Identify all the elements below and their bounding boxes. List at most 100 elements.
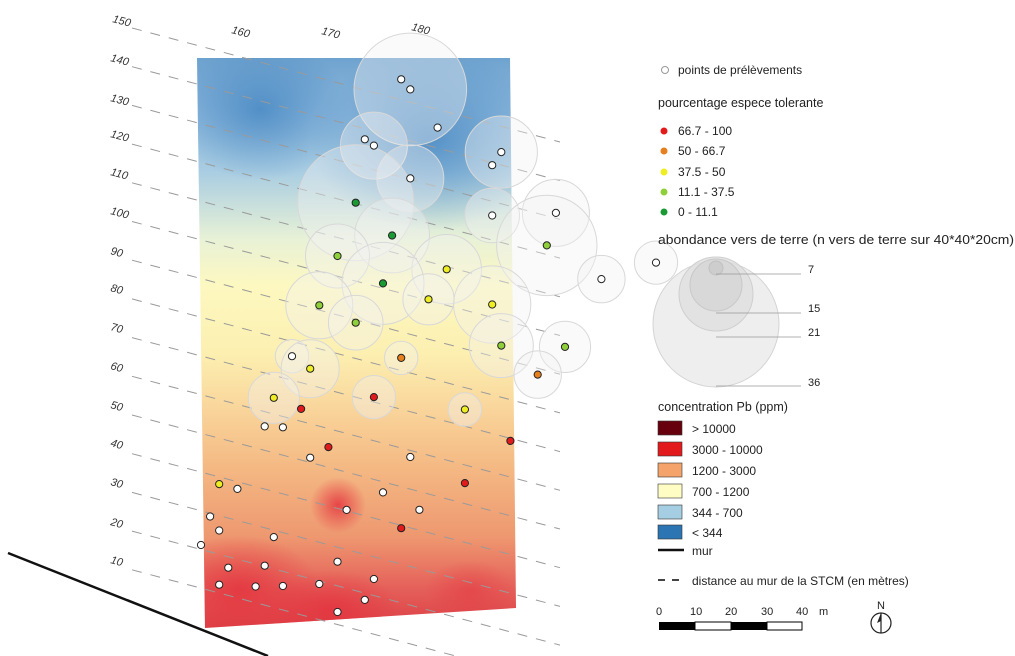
sampling-point [233, 484, 242, 493]
legend-pb-swatch-1 [657, 420, 683, 436]
sampling-point [297, 404, 306, 413]
sampling-point [397, 75, 406, 84]
sampling-point [488, 300, 497, 309]
sampling-point [260, 561, 269, 570]
sampling-point [406, 85, 415, 94]
legend-size-label-15: 15 [808, 303, 820, 315]
legend-size-label-36: 36 [808, 377, 820, 389]
sampling-point [333, 607, 342, 617]
distance-label-140: 140 [109, 52, 131, 69]
legend-tolerant-swatch-5 [660, 208, 668, 216]
distance-line [131, 337, 561, 453]
scale-tick-0: 0 [656, 606, 662, 618]
legend-size-label-21: 21 [808, 327, 820, 339]
legend-circle-15 [689, 258, 743, 312]
sampling-point [415, 505, 424, 514]
legend-circle-7 [708, 260, 724, 276]
sampling-point [369, 393, 378, 402]
scale-segment-3 [731, 622, 767, 630]
sampling-point [497, 148, 506, 157]
scale-tick-20: 20 [725, 606, 737, 618]
distance-label-40: 40 [109, 437, 125, 452]
legend-tolerant-swatch-3 [660, 168, 668, 176]
sampling-point [369, 141, 378, 150]
distance-line [131, 259, 561, 375]
distance-label-110: 110 [109, 166, 130, 182]
legend-tolerant-label-4: 11.1 - 37.5 [678, 185, 735, 199]
sampling-point [433, 123, 442, 132]
wall-line [7, 551, 269, 656]
scale-segment-2 [694, 621, 732, 631]
sampling-point [533, 370, 542, 379]
sampling-point [378, 488, 388, 497]
legend-pb-label-4: 700 - 1200 [692, 485, 750, 499]
sampling-point [324, 443, 333, 452]
sampling-point [215, 526, 224, 535]
legend-sampling-points: points de prélèvements [678, 63, 802, 77]
sampling-point [224, 563, 233, 572]
distance-line [131, 491, 561, 607]
distance-line [131, 66, 561, 182]
legend-tolerant-classes: 66.7 - 100 50 - 66.7 37.5 - 50 11.1 - 37… [660, 124, 735, 219]
legend-pb-classes: > 10000 3000 - 10000 1200 - 3000 700 - 1… [657, 420, 763, 540]
legend-pb-label-3: 1200 - 3000 [692, 464, 756, 478]
sampling-point [260, 422, 269, 431]
sampling-point [460, 479, 469, 488]
sampling-point [506, 436, 515, 445]
distance-label-130: 130 [109, 92, 131, 109]
sampling-point [215, 480, 224, 489]
sampling-point [306, 453, 315, 462]
distance-line [131, 182, 561, 298]
legend-tolerant-swatch-4 [660, 188, 668, 196]
sampling-point [397, 353, 406, 362]
legend-tolerant-swatch-1 [660, 127, 668, 135]
sampling-point [406, 174, 415, 183]
sampling-point [333, 251, 342, 261]
sampling-point [406, 452, 415, 462]
sampling-point [369, 574, 378, 584]
scale-segment-1 [659, 622, 695, 630]
sampling-point [542, 241, 551, 250]
sampling-point [269, 393, 278, 402]
sampling-point [269, 533, 278, 542]
sampling-point [560, 342, 570, 351]
legend-pb-swatch-6 [657, 524, 683, 540]
sampling-point [251, 582, 260, 591]
legend-pb-swatch-4 [657, 483, 683, 499]
legend-pb-swatch-3 [657, 462, 683, 478]
legend-pb-label-6: < 344 [692, 526, 723, 540]
sampling-point [287, 352, 297, 361]
sampling-point [315, 301, 324, 310]
distance-label-20: 20 [108, 516, 125, 531]
scale-unit: m [819, 606, 828, 618]
legend-size-label-7: 7 [808, 264, 814, 276]
sampling-point [360, 135, 369, 144]
sampling-point [206, 512, 215, 521]
scale-tick-10: 10 [690, 606, 702, 618]
sampling-point [306, 364, 315, 373]
sampling-point [278, 581, 287, 591]
north-arrow-icon: N [870, 600, 892, 634]
sampling-point [342, 505, 351, 514]
distance-label-160: 160 [230, 24, 252, 41]
legend-pb-swatch-2 [657, 441, 683, 457]
legend-earthworm-title: abondance vers de terre (n vers de terre… [658, 233, 1014, 247]
distance-line [131, 27, 561, 143]
sampling-point [215, 580, 224, 589]
sampling-point [378, 279, 388, 288]
distance-label-50: 50 [109, 399, 125, 414]
sampling-point [360, 595, 369, 605]
legend-pb-label-1: > 10000 [692, 422, 736, 436]
legend-tolerant-label-3: 37.5 - 50 [678, 165, 726, 179]
sampling-point [551, 208, 561, 217]
distance-label-10: 10 [109, 554, 125, 569]
distance-label-90: 90 [109, 245, 125, 260]
sampling-point [196, 540, 206, 550]
sampling-point [597, 275, 606, 284]
legend-tolerant-swatch-2 [660, 147, 668, 155]
sampling-point [488, 211, 497, 220]
sampling-points [196, 75, 661, 617]
distance-label-30: 30 [109, 476, 125, 491]
distance-label-100: 100 [109, 205, 131, 222]
sampling-point [351, 198, 360, 207]
